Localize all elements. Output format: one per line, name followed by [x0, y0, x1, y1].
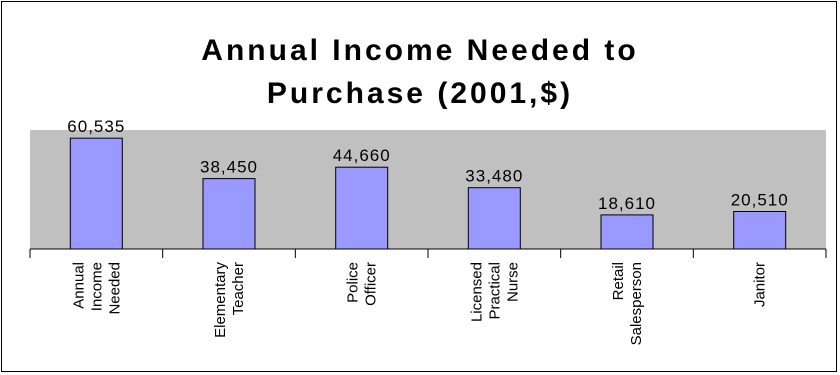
- bar: [69, 137, 123, 250]
- category-label-line: Officer: [363, 262, 380, 306]
- plot-area: [30, 130, 826, 249]
- bar: [600, 214, 654, 250]
- data-label: 38,450: [200, 158, 258, 177]
- chart-title-line-2: Purchase (2001,$): [267, 77, 573, 110]
- bar: [467, 187, 521, 250]
- data-label: 20,510: [731, 191, 789, 210]
- bar: [335, 166, 389, 250]
- category-label-line: Nurse: [504, 262, 521, 302]
- category-label: Licensed Practical Nurse: [468, 262, 521, 322]
- category-label: Annual Income Needed: [70, 262, 123, 315]
- category-label-line: Janitor: [752, 262, 769, 307]
- data-label: 33,480: [465, 167, 523, 186]
- data-label: 18,610: [598, 194, 656, 213]
- category-label-line: Licensed: [468, 262, 485, 322]
- data-label: 60,535: [67, 117, 125, 136]
- bar: [733, 211, 787, 250]
- category-label-line: Practical: [486, 262, 503, 320]
- category-label-line: Annual: [70, 262, 87, 309]
- category-label-line: Retail: [610, 262, 627, 300]
- category-label: Elementary Teacher: [212, 262, 247, 338]
- category-label-line: Police: [345, 262, 362, 303]
- chart-title-line-1: Annual Income Needed to: [201, 34, 638, 67]
- category-label: Police Officer: [345, 262, 380, 306]
- category-label-line: Teacher: [230, 262, 247, 315]
- category-label-line: Salesperson: [628, 262, 645, 345]
- category-label: Retail Salesperson: [610, 262, 645, 345]
- data-label: 44,660: [333, 146, 391, 165]
- category-label-line: Income: [88, 262, 105, 311]
- category-label-line: Elementary: [212, 262, 229, 338]
- category-label-line: Needed: [106, 262, 123, 315]
- category-label: Janitor: [752, 262, 769, 307]
- bar: [202, 178, 256, 250]
